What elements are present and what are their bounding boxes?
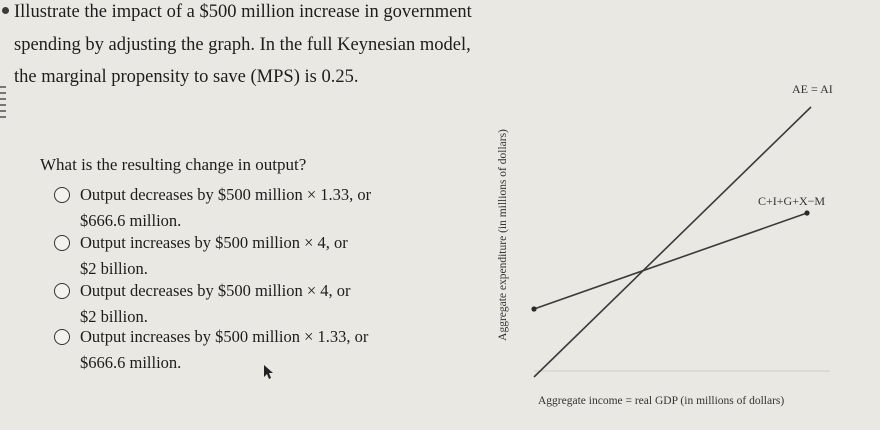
expenditure-line — [533, 212, 808, 310]
mouse-cursor-icon — [264, 365, 273, 379]
expenditure-label: C+I+G+X−M — [758, 194, 825, 208]
x-axis-label: Aggregate income = real GDP (in millions… — [538, 395, 784, 407]
option-2-text-2: $2 billion. — [80, 259, 148, 278]
radio-option-1[interactable] — [54, 187, 70, 203]
question-line-2: spending by adjusting the graph. In the … — [14, 35, 471, 55]
question-line-3: the marginal propensity to save (MPS) is… — [14, 67, 359, 87]
option-1-text-2: $666.6 million. — [80, 211, 182, 230]
ae-ai-line — [533, 106, 812, 378]
option-1-text-1: Output decreases by $500 million × 1.33,… — [80, 185, 372, 204]
radio-option-2[interactable] — [54, 235, 70, 251]
question-line-1: Illustrate the impact of a $500 million … — [2, 2, 472, 23]
option-3-text-2: $2 billion. — [80, 307, 148, 326]
option-4-text-1: Output increases by $500 million × 1.33,… — [80, 327, 369, 346]
option-2-text-1: Output increases by $500 million × 4, or — [80, 233, 348, 252]
bullet-icon — [2, 7, 9, 14]
question-text-1: Illustrate the impact of a $500 million … — [14, 2, 472, 22]
radio-option-4[interactable] — [54, 329, 70, 345]
option-4-text-2: $666.6 million. — [80, 353, 182, 372]
option-3-text-1: Output decreases by $500 million × 4, or — [80, 281, 351, 300]
ae-ai-label: AE = AI — [792, 82, 833, 96]
sub-question: What is the resulting change in output? — [40, 155, 307, 174]
scroll-marks — [0, 86, 8, 156]
graph[interactable]: Aggregate expenditure (in millions of do… — [480, 80, 880, 420]
expenditure-line-left-handle[interactable] — [531, 306, 537, 312]
expenditure-line-right-handle[interactable] — [804, 210, 810, 216]
y-axis-label: Aggregate expenditure (in millions of do… — [497, 129, 509, 341]
radio-option-3[interactable] — [54, 283, 70, 299]
